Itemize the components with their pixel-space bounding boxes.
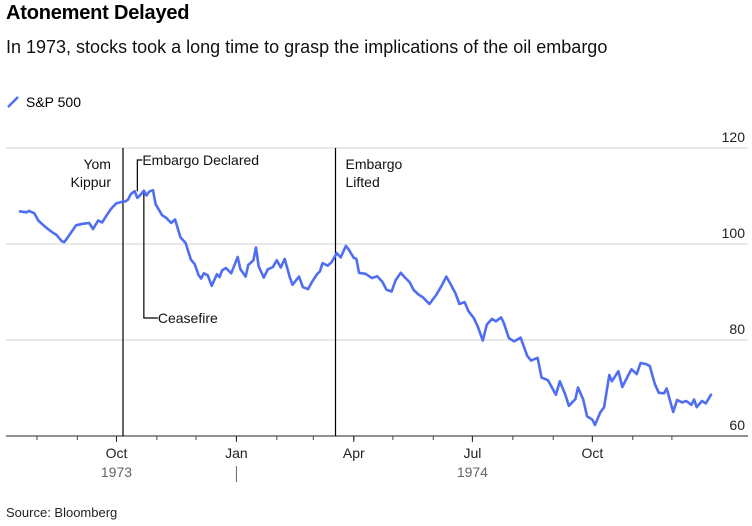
x-tick-label: Jan [225,445,248,461]
chart-title: Atonement Delayed [6,2,190,24]
series-line-sp500 [18,188,713,427]
legend-swatch-icon [7,96,19,108]
chart-subtitle: In 1973, stocks took a long time to gras… [6,37,608,57]
event-label: Ceasefire [158,310,218,326]
event-label: Embargo Declared [142,152,259,168]
x-tick-label: Apr [343,445,365,461]
x-tick-label: Oct [581,445,603,461]
y-tick-label: 60 [729,417,745,433]
x-tick-label: Oct [106,445,128,461]
y-tick-label: 80 [729,321,745,337]
event-label: Lifted [346,174,380,190]
source-note: Source: Bloomberg [6,505,118,520]
y-tick-label: 120 [722,129,746,145]
event-label: Kippur [71,174,112,190]
x-tick-label: Jul [463,445,481,461]
event-callout-line [143,191,158,319]
event-label: Yom [83,156,111,172]
legend: S&P 500 [6,94,81,110]
event-callout-line [136,159,143,192]
year-label: 1973 [101,464,132,480]
year-label: 1974 [457,464,488,480]
y-tick-label: 100 [722,225,746,241]
event-label: Embargo [346,156,403,172]
legend-label: S&P 500 [26,94,82,110]
